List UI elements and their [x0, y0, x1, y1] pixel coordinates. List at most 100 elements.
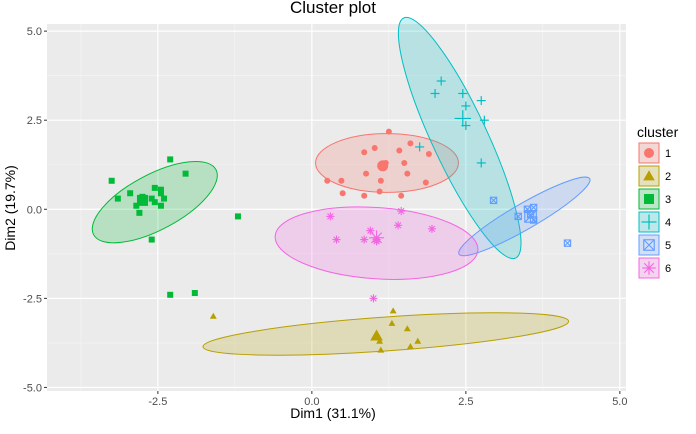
- cluster-1-point: [339, 190, 346, 197]
- cluster-1-point: [398, 192, 405, 199]
- cluster-3-point: [234, 213, 241, 220]
- cluster-4-point: [461, 101, 471, 111]
- square-marker: [157, 202, 164, 209]
- cluster-4-point: [436, 76, 446, 86]
- box-marker: [514, 212, 522, 221]
- circle-marker: [377, 177, 384, 184]
- asterisk-d2: [370, 295, 377, 302]
- cluster-4-point: [430, 88, 440, 98]
- box-x-2: [524, 210, 537, 223]
- cluster-2-centroid: [370, 329, 383, 341]
- square-marker: [148, 236, 155, 243]
- y-tick-label: 2.5: [27, 115, 42, 127]
- asterisk-d2: [327, 213, 334, 220]
- square-marker: [167, 156, 174, 163]
- cluster-1-point: [401, 159, 408, 166]
- square-marker: [114, 195, 121, 202]
- square-marker: [157, 190, 164, 197]
- box-x-2: [490, 196, 498, 204]
- cluster-3-point: [157, 202, 164, 209]
- cluster-2-point: [209, 312, 217, 319]
- square-marker: [136, 209, 143, 216]
- box-marker: [524, 210, 537, 223]
- cluster-3-centroid: [136, 194, 148, 206]
- asterisk-d2: [367, 227, 374, 234]
- triangle-marker: [209, 312, 217, 319]
- cluster-points: [108, 76, 572, 353]
- legend-marker: [643, 170, 655, 181]
- circle-marker: [371, 144, 378, 151]
- circle-marker: [422, 179, 429, 186]
- box-marker: [563, 239, 572, 247]
- cluster-2-point: [388, 319, 396, 326]
- cluster-1-point: [338, 177, 345, 184]
- cluster-2-point: [389, 307, 397, 314]
- cluster-3-point: [114, 195, 121, 202]
- cluster-4-point: [479, 115, 489, 125]
- cluster-3-series: [108, 156, 241, 298]
- cluster-1-series: [324, 128, 432, 199]
- cluster-2-series: [209, 307, 422, 353]
- legend-key-2: 2: [637, 164, 671, 188]
- square-marker: [151, 199, 158, 206]
- legend-label-2: 2: [665, 171, 671, 183]
- cluster-2-point: [377, 346, 385, 353]
- legend-title: cluster: [637, 124, 679, 140]
- cluster-3-point: [157, 186, 164, 193]
- square-marker: [191, 290, 198, 297]
- triangle-marker: [643, 170, 655, 181]
- cluster-5-point: [489, 196, 498, 205]
- chart-title: Cluster plot: [290, 0, 376, 17]
- box-x-2: [526, 211, 535, 219]
- y-tick-label: 0.0: [27, 204, 42, 216]
- triangle-marker: [377, 346, 385, 353]
- cluster-4-point: [415, 142, 425, 152]
- cluster-6-point: [332, 235, 341, 244]
- legend-marker: [644, 194, 654, 204]
- x-tick-label: 2.5: [458, 396, 473, 408]
- asterisk-d2: [370, 232, 383, 244]
- legend-marker: [641, 214, 657, 230]
- square-marker: [157, 186, 164, 193]
- box-x-2: [563, 239, 572, 247]
- triangle-marker: [376, 337, 384, 344]
- triangle-marker: [370, 329, 383, 341]
- circle-marker: [324, 177, 331, 184]
- cluster-1-point: [385, 128, 392, 135]
- box-x-2: [514, 212, 522, 220]
- cluster-6-series: [326, 207, 437, 303]
- circle-marker: [361, 192, 368, 199]
- cluster-4-point: [476, 158, 486, 168]
- triangle-marker: [388, 319, 396, 326]
- asterisk-d2: [643, 262, 655, 274]
- axes: -2.5 0.0 2.5 5.0 -5.0 -2.5 0.0 2.5 5.0: [23, 26, 627, 408]
- cluster-6-point: [366, 226, 375, 235]
- square-marker: [167, 291, 174, 298]
- circle-marker: [407, 140, 414, 147]
- circle-marker: [361, 149, 368, 156]
- cluster-1-point: [422, 179, 429, 186]
- cluster-2-point: [403, 325, 411, 332]
- asterisk-d2: [360, 236, 368, 243]
- cluster-3-point: [182, 170, 189, 177]
- legend-key-6: 6: [637, 256, 671, 280]
- legend-marker: [643, 239, 655, 251]
- cluster-1-point: [377, 177, 384, 184]
- triangle-marker: [414, 337, 422, 344]
- cluster-1-centroid: [377, 160, 389, 172]
- x-tick-label: -2.5: [148, 396, 167, 408]
- circle-marker: [385, 128, 392, 135]
- cluster-1-point: [361, 192, 368, 199]
- triangle-marker: [389, 307, 397, 314]
- legend-key-5: 5: [637, 233, 671, 257]
- triangle-marker: [406, 343, 414, 350]
- circle-marker: [396, 147, 403, 154]
- cluster-2-point: [406, 343, 414, 350]
- square-marker: [182, 170, 189, 177]
- cluster-3-point: [167, 291, 174, 298]
- cluster-4-centroid: [454, 110, 472, 127]
- cluster-3-point: [157, 190, 164, 197]
- cluster-1-point: [371, 144, 378, 151]
- circle-marker: [376, 188, 383, 195]
- square-marker: [234, 213, 241, 220]
